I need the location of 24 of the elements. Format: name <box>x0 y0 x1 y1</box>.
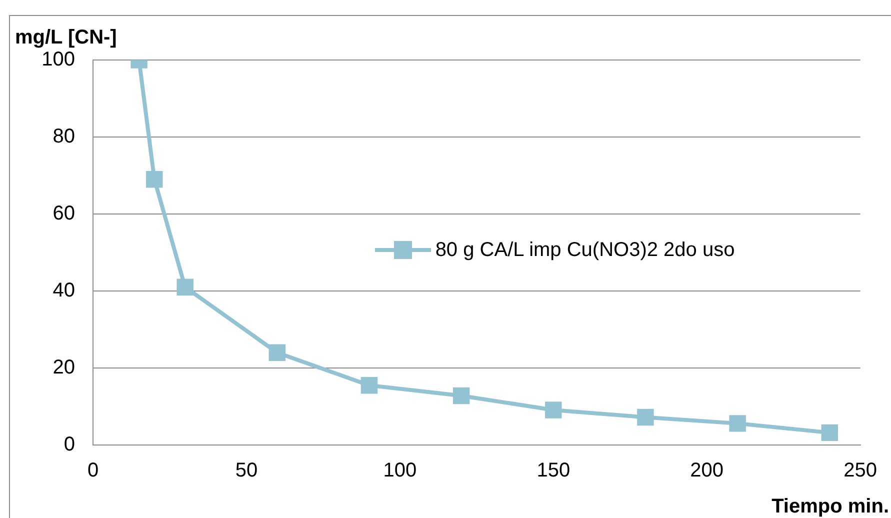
y-tick-label: 40 <box>52 280 75 302</box>
y-axis-title: mg/L [CN-] <box>15 26 117 49</box>
point <box>821 424 838 442</box>
x-axis-title: Tiempo min. <box>772 496 889 518</box>
point <box>452 387 470 404</box>
y-tick-label: 20 <box>52 356 75 379</box>
point <box>360 376 378 394</box>
x-tick-label: 250 <box>844 460 878 482</box>
y-tick-label: 60 <box>52 202 75 225</box>
point <box>146 170 163 188</box>
y-tick-label: 80 <box>52 126 75 148</box>
x-tick-label: 200 <box>690 460 724 482</box>
y-tick-label: 100 <box>42 48 75 71</box>
legend-label: 80 g CA/L imp Cu(NO3)2 2do uso <box>435 238 735 262</box>
point <box>729 415 746 432</box>
point <box>545 402 562 418</box>
point <box>637 408 654 426</box>
point <box>176 278 194 296</box>
y-tick-label: 0 <box>64 434 75 456</box>
point <box>268 344 286 361</box>
x-tick-label: 50 <box>235 460 258 482</box>
x-tick-label: 0 <box>87 460 99 482</box>
x-tick-label: 150 <box>536 460 570 482</box>
x-tick-label: 100 <box>383 460 417 482</box>
